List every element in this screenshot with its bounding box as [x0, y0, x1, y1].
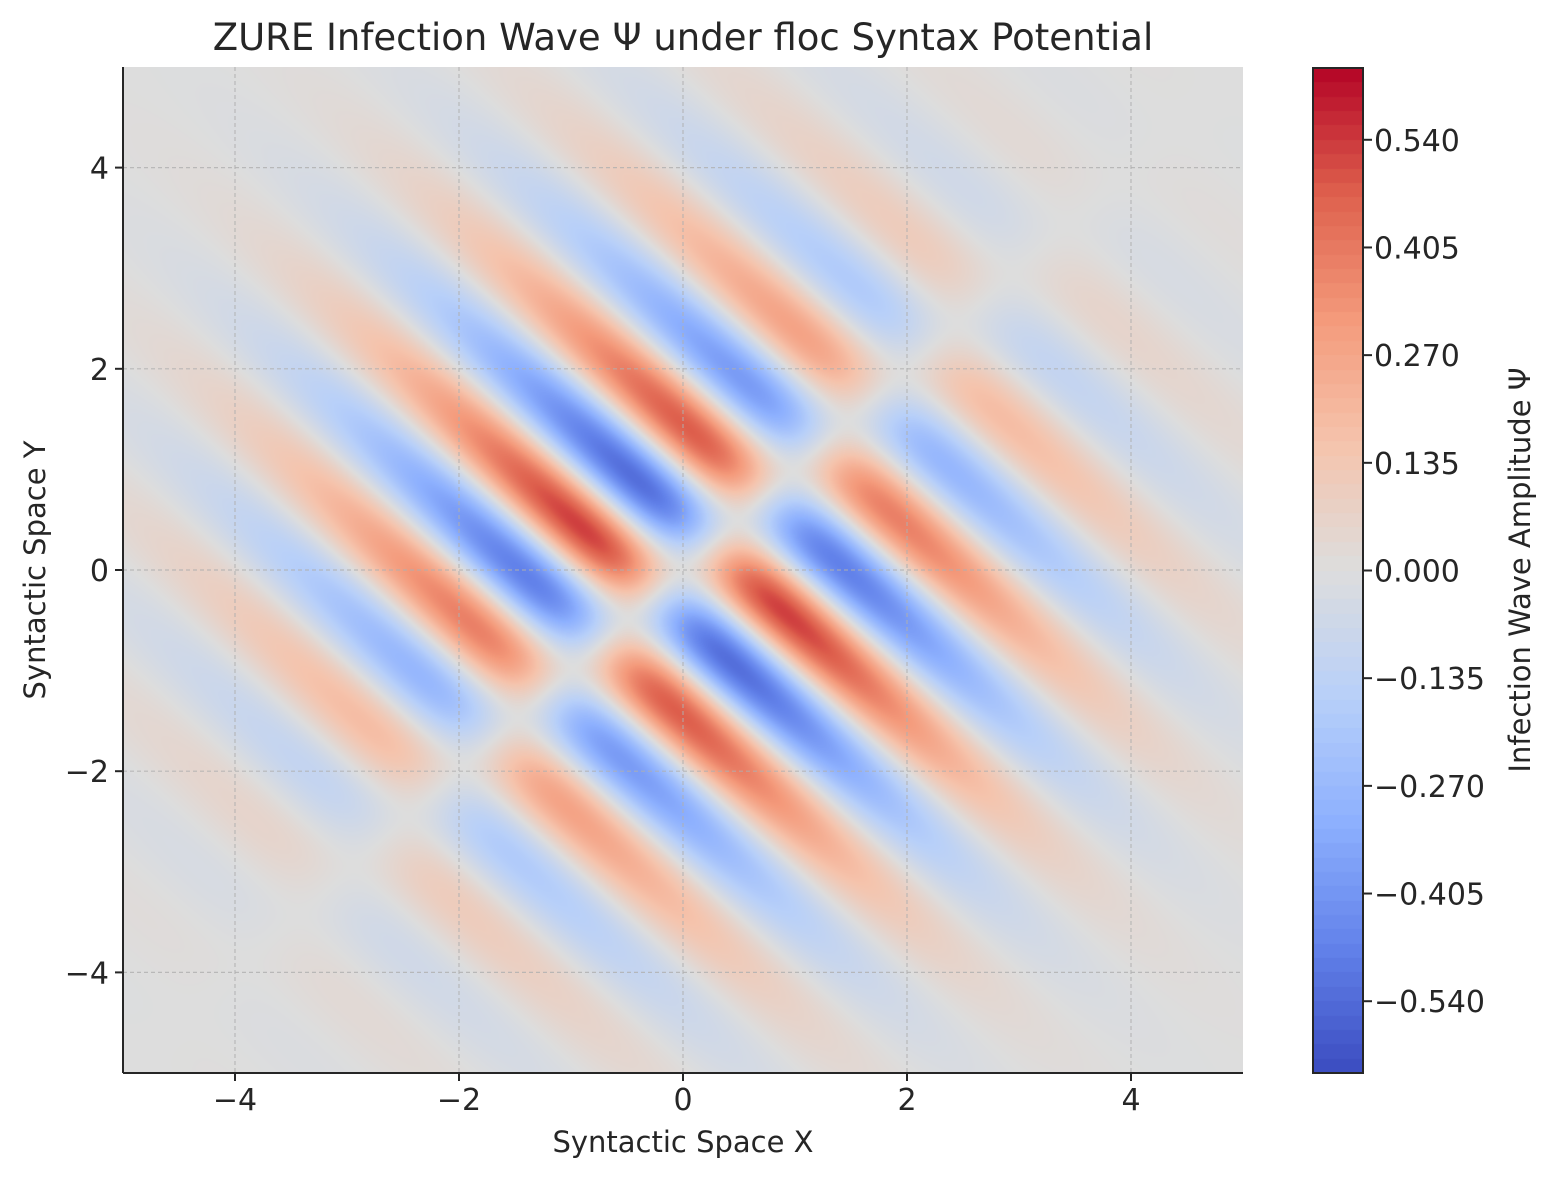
- grid-lines: [123, 67, 1243, 1073]
- x-tick-label: −4: [213, 1083, 257, 1118]
- colorbar-tick-label: 0.135: [1374, 447, 1460, 482]
- x-tick-label: 2: [897, 1083, 916, 1118]
- y-tick-label: 0: [90, 554, 109, 589]
- colorbar-gradient: [1313, 68, 1363, 1073]
- colorbar-container: [1313, 68, 1363, 1073]
- colorbar-tick-label: −0.540: [1374, 985, 1485, 1020]
- y-axis-ticks: −4 −2 0 2 4: [65, 152, 123, 991]
- colorbar: 0.540 0.405 0.270 0.135 0.000 −0.135 −0.270 −0.…: [1312, 67, 1537, 1074]
- colorbar-tick-label: 0.405: [1374, 231, 1460, 266]
- y-tick-label: 2: [90, 353, 109, 388]
- chart-title: ZURE Infection Wave Ψ under floc Syntax …: [213, 16, 1154, 59]
- colorbar-tick-label: −0.135: [1374, 662, 1485, 697]
- y-tick-label: −2: [65, 755, 109, 790]
- colorbar-tick-label: 0.540: [1374, 124, 1460, 159]
- plot-area: [122, 67, 1243, 1074]
- y-axis-label: Syntactic Space Y: [18, 440, 52, 699]
- y-tick-label: −4: [65, 956, 109, 991]
- x-axis-ticks: −4 −2 0 2 4: [213, 1073, 1141, 1118]
- x-tick-label: 4: [1121, 1083, 1140, 1118]
- colorbar-tick-label: −0.405: [1374, 878, 1485, 913]
- colorbar-tick-label: −0.270: [1374, 770, 1485, 805]
- colorbar-tick-label: 0.270: [1374, 339, 1460, 374]
- colorbar-tick-label: 0.000: [1374, 555, 1460, 590]
- x-tick-label: −2: [437, 1083, 481, 1118]
- y-tick-label: 4: [90, 152, 109, 187]
- colorbar-ticks: 0.540 0.405 0.270 0.135 0.000 −0.135 −0.270 −0.…: [1363, 124, 1485, 1020]
- colorbar-label: Infection Wave Amplitude Ψ: [1503, 367, 1537, 772]
- x-tick-label: 0: [673, 1083, 692, 1118]
- x-axis-label: Syntactic Space X: [552, 1125, 813, 1159]
